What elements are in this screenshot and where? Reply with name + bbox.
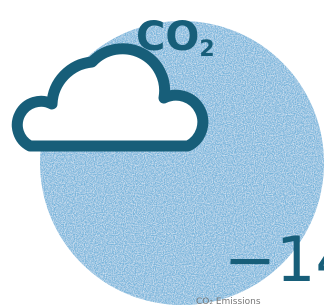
value: −14 — [224, 223, 324, 296]
caption: CO₂ Emissions — [196, 297, 261, 307]
page: CO2 −14 CO₂ Emissions (() => { const dat… — [0, 0, 324, 307]
illustration: CO2 −14 CO₂ Emissions — [0, 0, 324, 307]
co2-main: CO — [136, 14, 199, 60]
co2-label: CO2 — [136, 14, 215, 62]
co2-subscript: 2 — [199, 37, 214, 62]
